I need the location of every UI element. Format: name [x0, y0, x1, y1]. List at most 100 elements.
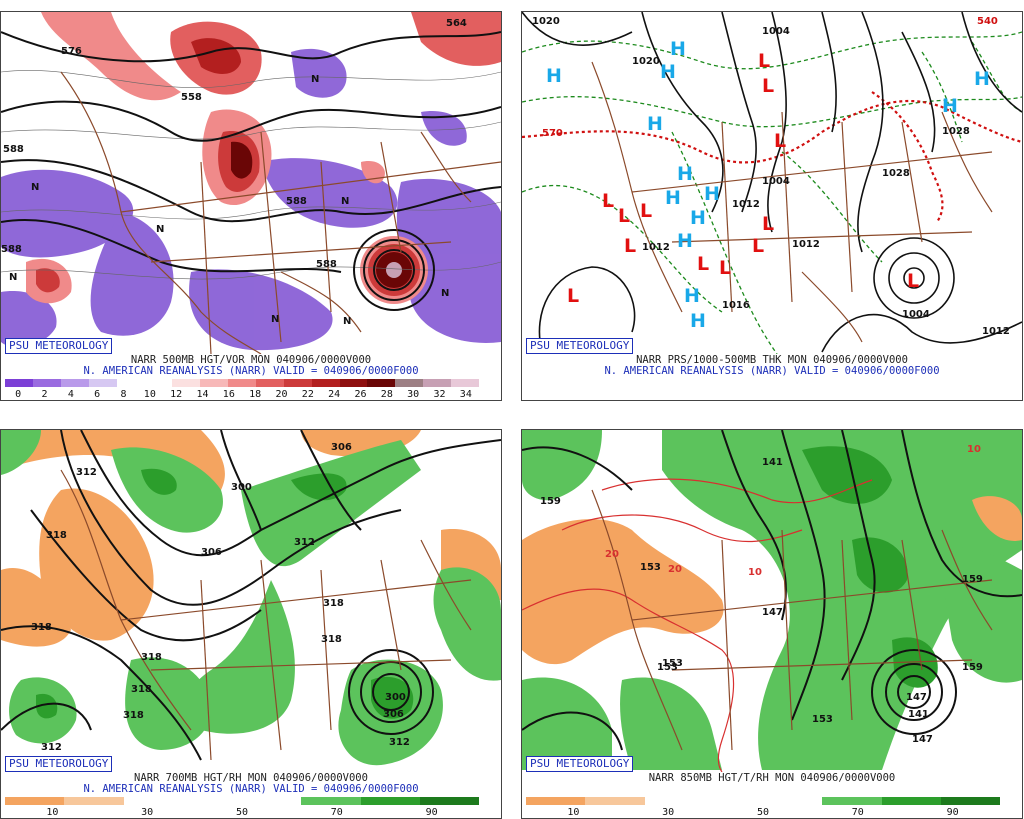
contour-label: 141	[762, 457, 783, 468]
colorbar-tick-label: 20	[275, 389, 288, 400]
isobar-label: 1012	[642, 242, 670, 253]
product-title: NARR 700MB HGT/RH MON 040906/0000V000	[134, 772, 368, 784]
colorbar-segment	[703, 797, 763, 805]
panel-500mb-vorticity: 576 558 588 588 588 588 564 N N N N N N …	[0, 11, 502, 401]
contour-label: 588	[286, 196, 307, 207]
colorbar-segment	[88, 379, 117, 387]
isobar-label: 1004	[902, 309, 930, 320]
contour-label: 588	[316, 259, 337, 270]
contour-label: 153	[657, 662, 678, 673]
colorbar-tick-label: 70	[851, 807, 864, 818]
low-pressure-marker: L	[624, 235, 636, 257]
contour-label: 558	[181, 92, 202, 103]
colorbar-tick-label: 22	[301, 389, 314, 400]
colorbar-tick-label: 30	[141, 807, 154, 818]
isobar-label: 1020	[532, 16, 560, 27]
colorbar-segment	[940, 797, 1000, 805]
contour-label: 147	[762, 607, 783, 618]
high-pressure-marker: H	[647, 113, 663, 135]
contour-label: 318	[123, 710, 144, 721]
colorbar-segment	[255, 379, 284, 387]
isobar-label: 1012	[982, 326, 1010, 337]
colorbar-tick-label: 30	[662, 807, 675, 818]
contour-label: 159	[962, 662, 983, 673]
colorbar-tick-label: 10	[143, 389, 156, 400]
colorbar-segment	[64, 797, 124, 805]
colorbar-tick-label: 6	[94, 389, 101, 400]
colorbar-tick-label: 0	[15, 389, 22, 400]
product-title: NARR PRS/1000-500MB THK MON 040906/0000V…	[636, 354, 908, 366]
colorbar-tick-label: 34	[459, 389, 472, 400]
panel-700mb-humidity: 312 318 318 300 306 312 318 318 318 318 …	[0, 429, 502, 819]
colorbar-segment	[242, 797, 302, 805]
colorbar	[5, 797, 479, 805]
contour-label: 318	[131, 684, 152, 695]
colorbar-segment	[182, 797, 242, 805]
contour-label: 153	[640, 562, 661, 573]
colorbar-segment	[301, 797, 361, 805]
colorbar-segment	[172, 379, 201, 387]
vorticity-marker: N	[31, 182, 39, 193]
contour-label: 312	[389, 737, 410, 748]
colorbar-segment	[526, 797, 586, 805]
colorbar-segment	[763, 797, 823, 805]
colorbar-tick-label: 8	[120, 389, 127, 400]
high-pressure-marker: H	[660, 61, 676, 83]
map-sea-level-pressure: 1020 1020 1004 1028 1028 1012 1012 1012 …	[522, 12, 1022, 354]
colorbar-segment	[339, 379, 368, 387]
colorbar-tick-label: 16	[222, 389, 235, 400]
colorbar-segment	[123, 797, 183, 805]
isobar-label: 1028	[942, 126, 970, 137]
high-pressure-marker: H	[546, 65, 562, 87]
contour-label: 306	[331, 442, 352, 453]
low-pressure-marker: L	[762, 75, 774, 97]
low-pressure-marker: L	[697, 253, 709, 275]
temperature-label: 10	[967, 444, 981, 455]
panel-850mb-temperature-humidity: 141 159 153 20 20 10 10 147 153 159 153 …	[521, 429, 1023, 819]
isobar-label: 1016	[722, 300, 750, 311]
colorbar-segment	[644, 797, 704, 805]
temperature-label: 20	[668, 564, 682, 575]
colorbar-segment	[32, 379, 61, 387]
valid-time: N. AMERICAN REANALYSIS (NARR) VALID = 04…	[83, 365, 419, 377]
colorbar-segment	[360, 797, 420, 805]
vorticity-marker: N	[341, 196, 349, 207]
contour-label: 564	[446, 18, 467, 29]
colorbar-ticks: 10 30 50 70 90	[5, 807, 479, 818]
colorbar-tick-label: 30	[407, 389, 420, 400]
colorbar-segment	[228, 379, 256, 387]
map-500mb-vorticity: 576 558 588 588 588 588 564 N N N N N N …	[1, 12, 501, 354]
low-pressure-marker: L	[567, 285, 579, 307]
colorbar-tick-label: 70	[330, 807, 343, 818]
colorbar-segment	[144, 379, 173, 387]
colorbar-segment	[283, 379, 312, 387]
high-pressure-marker: H	[690, 207, 706, 229]
low-pressure-marker: L	[752, 235, 764, 257]
colorbar-ticks: 10 30 50 70 90	[526, 807, 1000, 818]
low-pressure-marker: L	[907, 270, 919, 292]
contour-label: 153	[662, 658, 683, 669]
colorbar-segment	[419, 797, 479, 805]
credit-label: PSU METEOROLOGY	[526, 338, 634, 354]
colorbar-segment	[5, 797, 65, 805]
isobar-label: 1028	[882, 168, 910, 179]
high-pressure-marker: H	[684, 285, 700, 307]
vorticity-marker: N	[156, 224, 164, 235]
colorbar-tick-label: 4	[67, 389, 74, 400]
contour-label: 300	[385, 692, 406, 703]
contour-label: 312	[76, 467, 97, 478]
vorticity-marker: N	[311, 74, 319, 85]
colorbar-tick-label: 12	[170, 389, 183, 400]
thickness-label: 540	[977, 16, 998, 27]
low-pressure-marker: L	[640, 200, 652, 222]
isobar-label: 1004	[762, 176, 790, 187]
credit-label: PSU METEOROLOGY	[5, 338, 113, 354]
colorbar-tick-label: 32	[433, 389, 446, 400]
valid-time: N. AMERICAN REANALYSIS (NARR) VALID = 04…	[83, 783, 419, 795]
high-pressure-marker: H	[704, 183, 720, 205]
isobar-label: 1020	[632, 56, 660, 67]
colorbar-ticks: 0 2 4 6 8 10 12 14 16 18 20 22 24 26 28 30 32 34	[5, 389, 479, 400]
vorticity-marker: N	[271, 314, 279, 325]
credit-label: PSU METEOROLOGY	[5, 756, 113, 772]
contour-label: 588	[3, 144, 24, 155]
